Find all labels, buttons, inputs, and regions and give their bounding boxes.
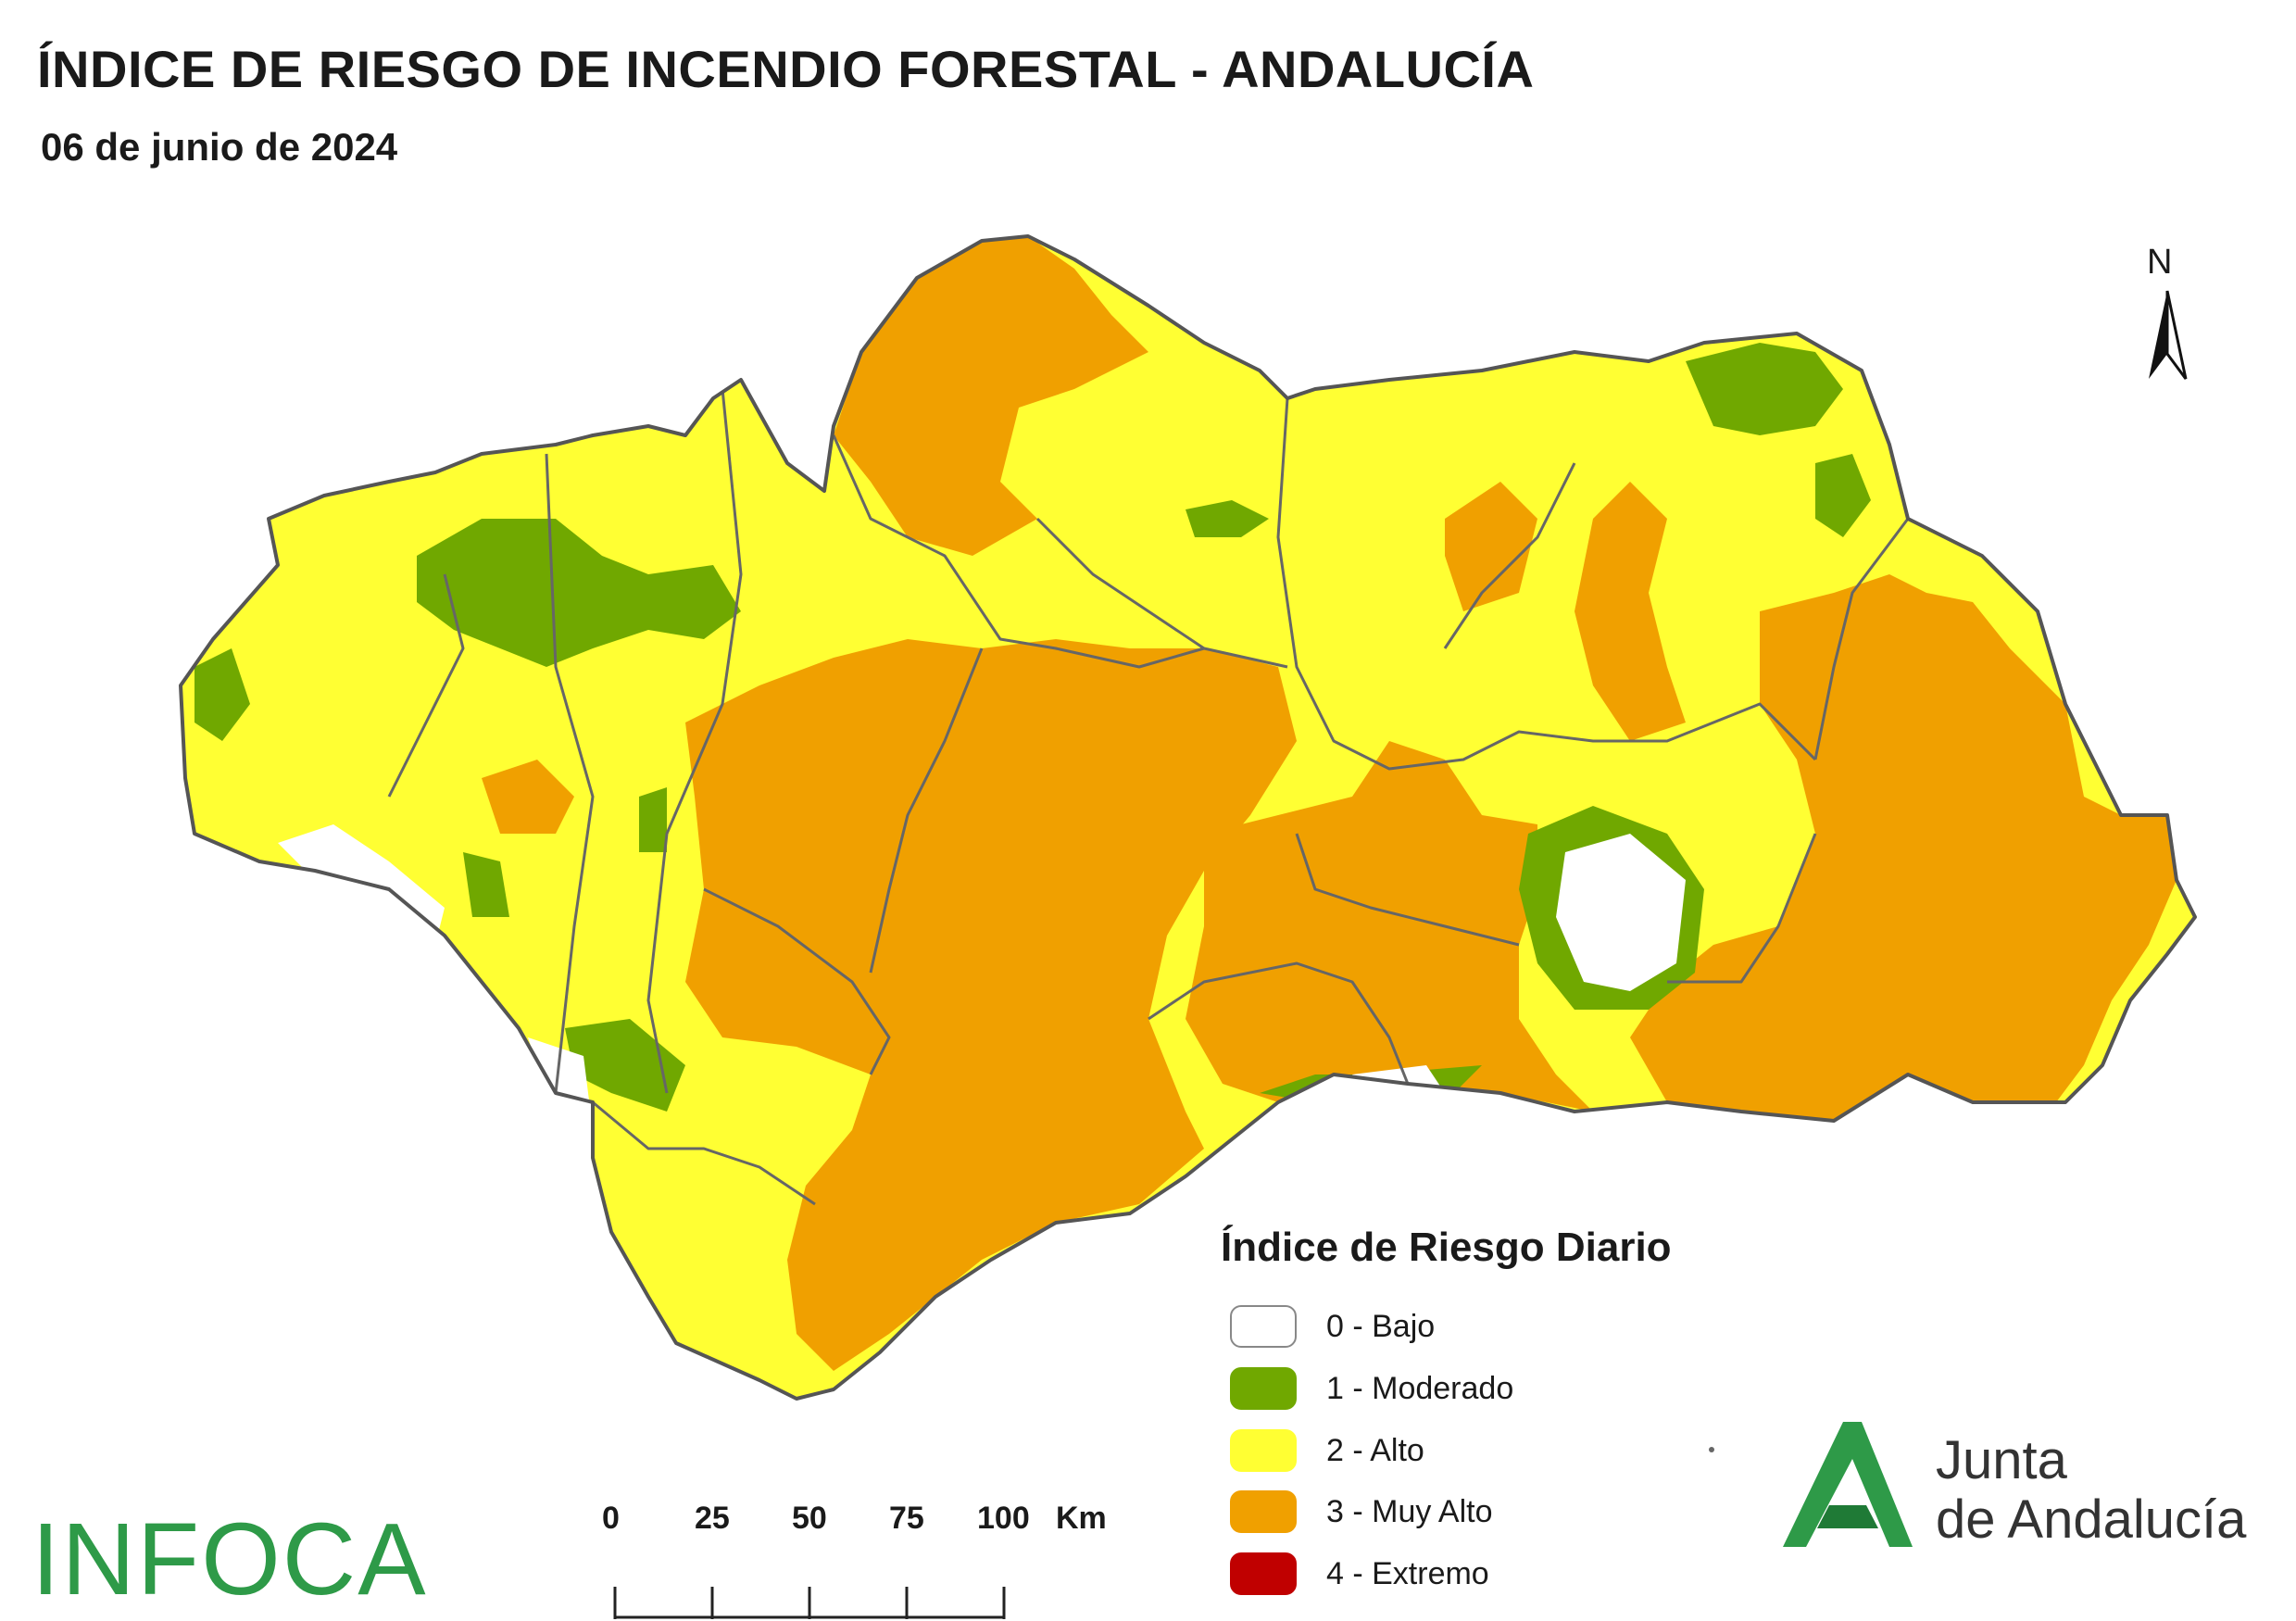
legend-item-bajo: 0 - Bajo (1230, 1302, 1435, 1351)
junta-line2: de Andalucía (1936, 1489, 2247, 1550)
legend-item-extremo: 4 - Extremo (1230, 1550, 1489, 1598)
scale-tick-label: 75 (889, 1501, 924, 1536)
junta-andalucia-logo-icon (1783, 1422, 1913, 1547)
legend-label-alto: 2 - Alto (1326, 1432, 1424, 1468)
scale-unit: Km (1056, 1501, 1107, 1536)
map-dot (1709, 1447, 1714, 1452)
legend-label-muy-alto: 3 - Muy Alto (1326, 1493, 1493, 1529)
scale-tick-label: 0 (602, 1501, 620, 1536)
legend-item-alto: 2 - Alto (1230, 1426, 1424, 1475)
scale-tick-label: 100 (977, 1501, 1030, 1536)
junta-line1: Junta (1936, 1430, 2067, 1490)
infoca-logo: INFOCA (31, 1502, 428, 1616)
legend-swatch-moderado (1230, 1367, 1297, 1410)
map-title: ÍNDICE DE RIESGO DE INCENDIO FORESTAL - … (37, 40, 1535, 98)
junta-andalucia-text: Junta de Andalucía (1936, 1431, 2246, 1550)
legend-label-moderado: 1 - Moderado (1326, 1370, 1514, 1406)
legend-title: Índice de Riesgo Diario (1221, 1225, 1672, 1270)
legend-item-muy-alto: 3 - Muy Alto (1230, 1488, 1493, 1536)
scale-tick-label: 25 (695, 1501, 730, 1536)
legend-swatch-extremo (1230, 1552, 1297, 1595)
legend-swatch-alto (1230, 1429, 1297, 1472)
scale-tick-label: 50 (792, 1501, 827, 1536)
legend-swatch-muy-alto (1230, 1490, 1297, 1533)
map-date: 06 de junio de 2024 (41, 125, 398, 169)
legend-label-extremo: 4 - Extremo (1326, 1555, 1489, 1591)
north-label: N (2147, 243, 2173, 282)
legend-swatch-bajo (1230, 1305, 1297, 1348)
scale-bar (613, 1587, 1006, 1619)
legend-label-bajo: 0 - Bajo (1326, 1308, 1436, 1344)
north-arrow-icon (2149, 290, 2188, 380)
legend-item-moderado: 1 - Moderado (1230, 1364, 1513, 1413)
